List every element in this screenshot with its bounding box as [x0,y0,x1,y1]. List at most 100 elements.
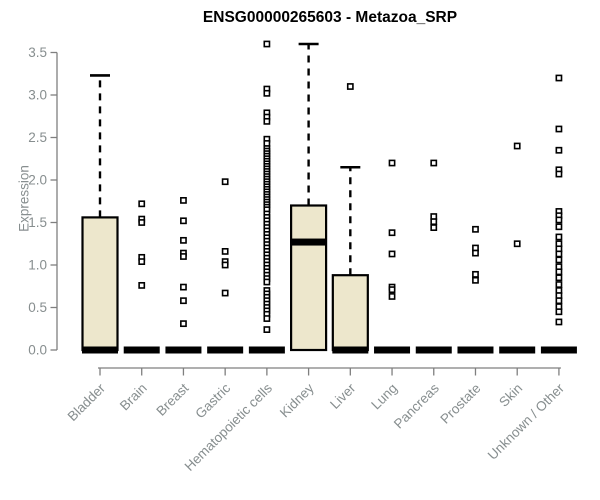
y-tick-label: 0.5 [28,300,47,315]
outlier-point [555,125,563,133]
outlier-point [555,74,563,82]
median-bar [123,346,160,354]
median-bar [165,346,202,354]
outlier-point [263,40,271,48]
median-bar [82,346,118,354]
outlier-point [555,216,563,224]
box-rect [331,274,369,352]
median-bar [374,346,411,354]
outlier-point [180,217,187,225]
boxplot-brain [123,200,160,354]
boxplot-liver [331,83,369,354]
outlier-point [388,250,396,258]
median-bar [415,346,452,354]
boxplot-breast [165,197,202,354]
boxplot-gastric [207,178,244,354]
outlier-point [180,283,187,291]
outlier-point [472,270,479,278]
outlier-point [555,281,563,288]
outlier-point [555,146,563,154]
outlier-point [472,225,479,233]
y-tick-label: 2.0 [28,173,47,188]
y-axis-title: Expression [16,165,32,232]
x-label-skin: Skin [496,381,525,410]
outlier-point [555,268,563,276]
boxplot-bladder [81,74,119,354]
outlier-point [555,308,563,316]
x-label-prostate: Prostate [437,381,483,427]
outlier-point [221,248,229,255]
x-label-brain: Brain [117,381,150,414]
outlier-point [346,83,354,90]
x-label-bladder: Bladder [65,380,109,424]
median-bar [290,238,327,246]
outlier-point [388,229,396,237]
outlier-point [263,117,271,125]
outlier-point [263,326,271,333]
boxplot-prostate [457,225,494,354]
median-bar [248,346,285,354]
outlier-point [430,224,438,231]
boxplot-lung [374,159,411,354]
x-label-kidney: Kidney [277,380,317,420]
outlier-point [180,197,187,204]
outlier-point [221,178,229,186]
outlier-point [138,219,146,226]
boxplot-skin [499,142,536,354]
outlier-point [555,274,563,282]
y-tick-label: 1.5 [28,215,47,230]
y-tick-label: 2.5 [28,130,47,145]
outlier-point [138,281,146,289]
outlier-point [180,236,187,244]
outlier-point [555,233,563,241]
x-label-unknown-other: Unknown / Other [485,380,568,463]
outlier-point [513,142,521,150]
outlier-point [221,289,229,297]
median-bar [332,346,369,354]
median-bar [457,346,494,354]
y-tick-label: 3.5 [28,45,47,60]
outlier-point [555,170,563,178]
boxplot-pancreas [415,159,452,354]
outlier-point [472,276,479,284]
outlier-point [555,318,563,326]
y-tick-label: 0.0 [28,343,47,358]
outlier-point [263,315,271,322]
outlier-point [472,249,479,257]
outlier-point [263,89,271,97]
outlier-point [555,250,563,258]
outlier-point [138,200,146,208]
outlier-point [513,240,521,248]
outlier-point [388,159,396,167]
x-label-gastric: Gastric [192,380,233,421]
x-label-liver: Liver [327,380,359,412]
x-label-pancreas: Pancreas [391,380,442,431]
outlier-point [180,297,187,305]
outlier-point [388,293,396,300]
median-bar [540,346,577,354]
y-tick-label: 3.0 [28,88,47,103]
outlier-point [388,286,396,294]
outlier-point [221,261,229,269]
outlier-point [430,159,438,167]
boxplot-unknown-other [540,74,577,354]
outlier-point [180,320,187,328]
outlier-point [138,258,146,265]
boxplot-kidney [290,42,328,352]
boxplot-hematopoietic-cells [248,40,285,354]
median-bar [499,346,536,354]
outlier-point [430,218,438,226]
y-tick-label: 1.0 [28,258,47,273]
median-bar [207,346,244,354]
box-rect [81,216,119,352]
outlier-point [555,297,563,305]
x-label-breast: Breast [153,380,191,418]
box-rect [290,204,328,352]
outlier-point [555,256,563,264]
chart-title: ENSG00000265603 - Metazoa_SRP [202,9,458,26]
outlier-point [263,278,271,286]
outlier-point [555,223,563,231]
x-label-lung: Lung [368,381,400,413]
